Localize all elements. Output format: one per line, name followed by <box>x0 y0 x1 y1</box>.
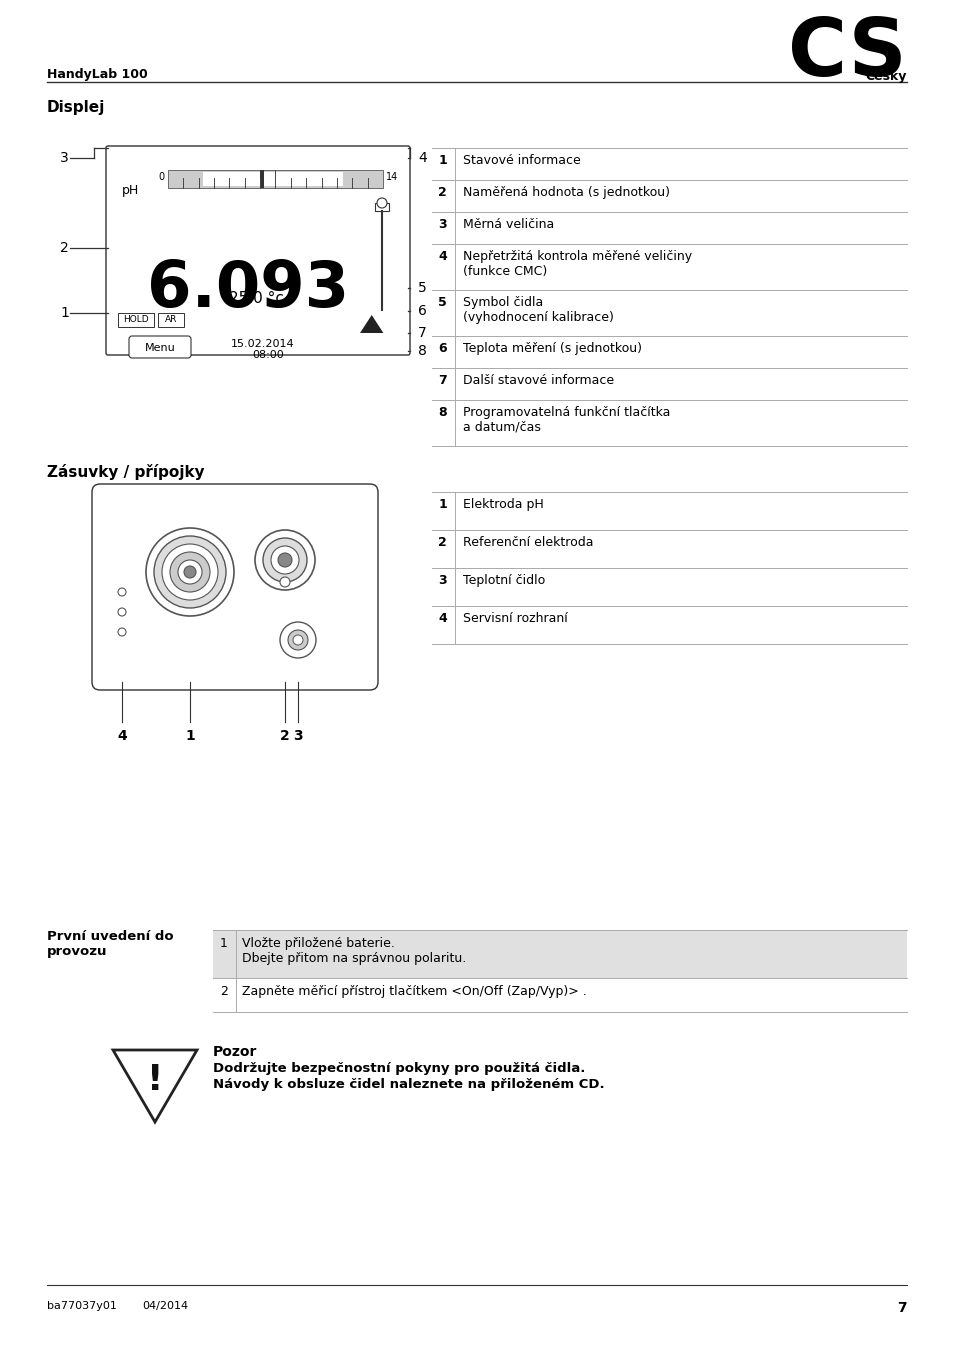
Text: AR: AR <box>165 316 177 324</box>
Text: Vložte přiložené baterie.
Dbejte přitom na správnou polaritu.: Vložte přiložené baterie. Dbejte přitom … <box>242 937 466 965</box>
Circle shape <box>153 536 226 608</box>
Text: Stavové informace: Stavové informace <box>462 154 580 167</box>
Text: Naměřená hodnota (s jednotkou): Naměřená hodnota (s jednotkou) <box>462 186 669 198</box>
Bar <box>118 313 153 327</box>
Text: 2: 2 <box>60 242 69 255</box>
FancyBboxPatch shape <box>106 146 410 355</box>
Text: Elektroda pH: Elektroda pH <box>462 498 543 512</box>
Circle shape <box>254 531 314 590</box>
Text: Displej: Displej <box>47 100 105 115</box>
Text: Teplota měření (s jednotkou): Teplota měření (s jednotkou) <box>462 342 641 355</box>
Text: 04/2014: 04/2014 <box>142 1301 188 1311</box>
Text: ba77037y01: ba77037y01 <box>47 1301 117 1311</box>
Text: HandyLab 100: HandyLab 100 <box>47 68 148 81</box>
Text: !: ! <box>147 1064 163 1098</box>
Text: 15.02.2014: 15.02.2014 <box>231 339 294 350</box>
Text: 6: 6 <box>438 342 447 355</box>
Text: 4: 4 <box>437 612 447 625</box>
Circle shape <box>263 539 307 582</box>
Text: 7: 7 <box>437 374 447 387</box>
Text: 2: 2 <box>437 186 447 198</box>
Text: HOLD: HOLD <box>123 316 149 324</box>
Text: 8: 8 <box>438 406 447 418</box>
Text: 4: 4 <box>437 250 447 263</box>
Text: Zásuvky / přípojky: Zásuvky / přípojky <box>47 464 204 481</box>
Text: Symbol čidla
(vyhodnocení kalibrace): Symbol čidla (vyhodnocení kalibrace) <box>462 296 613 324</box>
Text: 1: 1 <box>60 306 69 320</box>
Text: Další stavové informace: Další stavové informace <box>462 374 614 387</box>
Text: Servisní rozhraní: Servisní rozhraní <box>462 612 567 625</box>
Text: První uvedení do
provozu: První uvedení do provozu <box>47 930 173 958</box>
Circle shape <box>277 554 292 567</box>
Circle shape <box>170 552 210 593</box>
Text: Měrná veličina: Měrná veličina <box>462 217 554 231</box>
Text: 6.093: 6.093 <box>147 258 349 320</box>
Bar <box>213 930 906 977</box>
Text: 8: 8 <box>417 344 426 358</box>
FancyBboxPatch shape <box>91 485 377 690</box>
Text: 5: 5 <box>437 296 447 309</box>
Polygon shape <box>359 315 383 333</box>
Text: 3: 3 <box>293 729 302 742</box>
Text: 2: 2 <box>437 536 447 549</box>
Text: 3: 3 <box>438 217 447 231</box>
Text: 0: 0 <box>159 171 165 182</box>
Circle shape <box>146 528 233 616</box>
Text: Teplotní čidlo: Teplotní čidlo <box>462 574 545 587</box>
Text: 3: 3 <box>60 151 69 165</box>
Text: 1: 1 <box>437 498 447 512</box>
Circle shape <box>376 198 387 208</box>
Text: 4: 4 <box>417 151 426 165</box>
Circle shape <box>118 608 126 616</box>
Bar <box>375 202 389 211</box>
Polygon shape <box>112 1050 196 1122</box>
Circle shape <box>288 630 308 649</box>
Circle shape <box>280 576 290 587</box>
Text: Referenční elektroda: Referenční elektroda <box>462 536 593 549</box>
Circle shape <box>118 589 126 595</box>
Text: 7: 7 <box>897 1301 906 1315</box>
Text: 3: 3 <box>438 574 447 587</box>
Text: pH: pH <box>122 184 139 197</box>
Circle shape <box>118 628 126 636</box>
Text: 2: 2 <box>280 729 290 742</box>
Text: Návody k obsluze čidel naleznete na přiloženém CD.: Návody k obsluze čidel naleznete na přil… <box>213 1079 604 1091</box>
Circle shape <box>280 622 315 657</box>
Text: 08:00: 08:00 <box>252 350 284 360</box>
Text: 25.0 °c: 25.0 °c <box>229 292 283 306</box>
Text: 4: 4 <box>117 729 127 742</box>
Text: 1: 1 <box>437 154 447 167</box>
Text: 1: 1 <box>220 937 228 950</box>
Text: Česky: Česky <box>864 68 906 82</box>
Bar <box>168 170 382 188</box>
Text: Pozor: Pozor <box>213 1045 257 1058</box>
Text: 6: 6 <box>417 304 426 319</box>
Text: 14: 14 <box>386 171 397 182</box>
Bar <box>203 171 343 186</box>
Text: Programovatelná funkční tlačítka
a datum/čas: Programovatelná funkční tlačítka a datum… <box>462 406 670 433</box>
Text: 1: 1 <box>185 729 194 742</box>
Text: CS: CS <box>787 15 906 93</box>
Text: 5: 5 <box>417 281 426 296</box>
Text: Zapněte měřicí přístroj tlačítkem <On/Off (Zap/Vyp)> .: Zapněte měřicí přístroj tlačítkem <On/Of… <box>242 986 586 998</box>
FancyBboxPatch shape <box>129 336 191 358</box>
Text: Menu: Menu <box>145 343 175 352</box>
Circle shape <box>184 566 195 578</box>
Bar <box>259 170 263 188</box>
Text: 2: 2 <box>220 986 228 998</box>
Circle shape <box>271 545 298 574</box>
Text: Dodržujte bezpečnostní pokyny pro použitá čidla.: Dodržujte bezpečnostní pokyny pro použit… <box>213 1062 585 1075</box>
Text: Nepřetržitá kontrola měřené veličiny
(funkce CMC): Nepřetržitá kontrola měřené veličiny (fu… <box>462 250 691 278</box>
Bar <box>158 313 184 327</box>
Text: 7: 7 <box>417 325 426 340</box>
Circle shape <box>162 544 218 599</box>
Circle shape <box>178 560 202 585</box>
Circle shape <box>293 634 303 645</box>
